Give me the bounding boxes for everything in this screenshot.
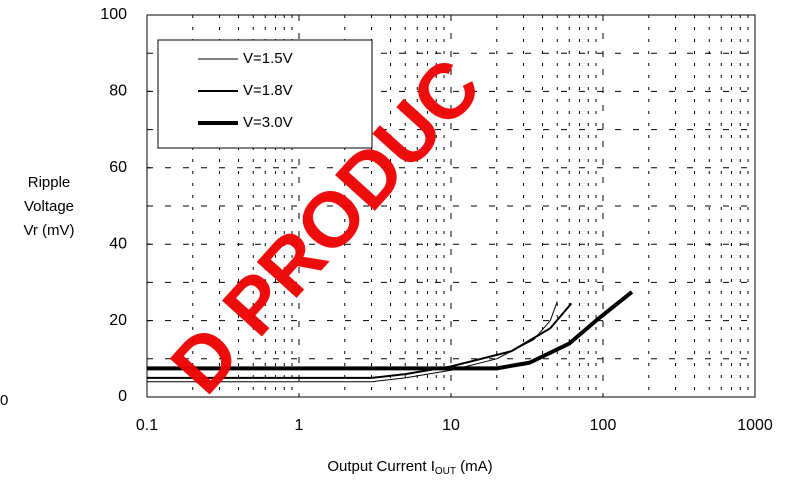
x-tick-label: 100	[590, 417, 617, 434]
series-line	[147, 290, 634, 371]
y-axis-label: Ripple	[28, 174, 71, 191]
y-axis-label: Voltage	[24, 198, 74, 215]
stray-label: 0	[0, 392, 8, 409]
y-tick-label: 40	[109, 235, 127, 252]
x-axis-label: Output Current IOUT (mA)	[327, 458, 492, 477]
legend-label: V=1.8V	[243, 82, 293, 99]
x-tick-label: 1	[295, 417, 304, 434]
y-tick-label: 60	[109, 159, 127, 176]
legend-label: V=3.0V	[243, 114, 293, 131]
x-axis-label-suffix: (mA)	[456, 458, 493, 475]
y-tick-label: 100	[100, 6, 127, 23]
x-axis-label-sub: OUT	[435, 466, 456, 477]
x-axis-label-text: Output Current I	[327, 458, 435, 475]
y-axis-label: Vr (mV)	[23, 222, 74, 239]
y-tick-label: 20	[109, 312, 127, 329]
x-tick-label: 0.1	[136, 417, 158, 434]
y-tick-label: 0	[118, 388, 127, 405]
x-tick-label: 10	[442, 417, 460, 434]
legend-box	[157, 39, 373, 149]
y-tick-label: 80	[109, 83, 127, 100]
x-tick-label: 1000	[737, 417, 773, 434]
legend: V=1.5V V=1.8V V=3.0V	[157, 39, 373, 149]
grid	[147, 15, 755, 397]
legend-label: V=1.5V	[243, 50, 293, 67]
